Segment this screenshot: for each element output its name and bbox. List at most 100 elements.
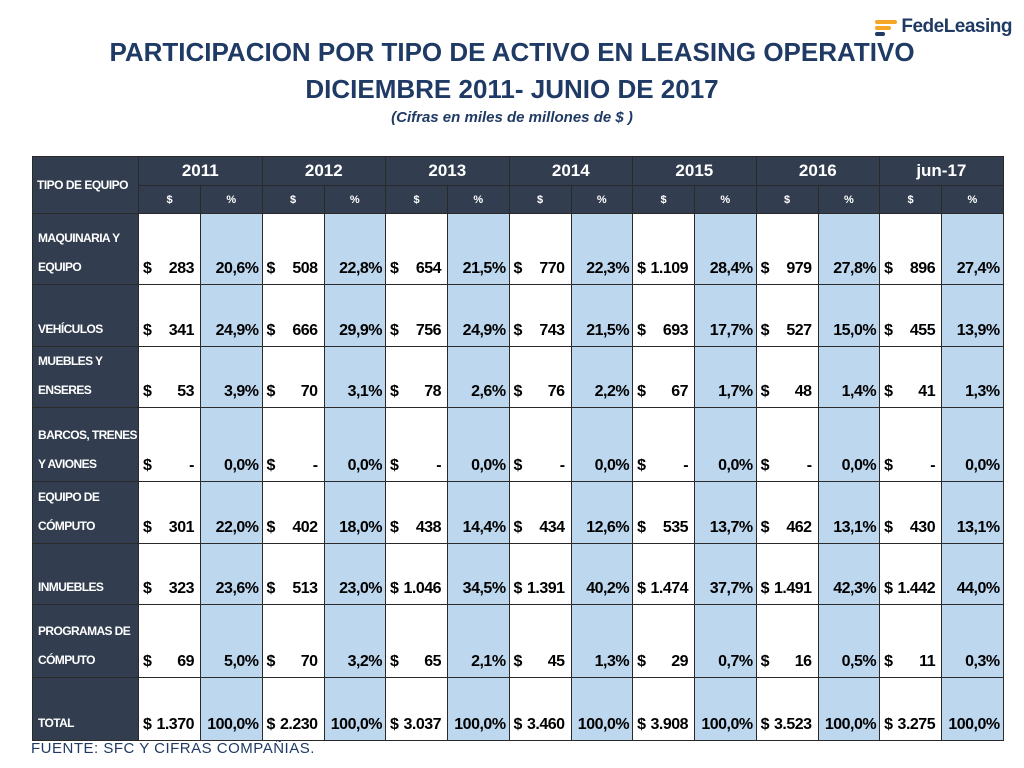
amount-cell: $3.460: [508, 677, 572, 741]
amount-cell: $979: [755, 213, 819, 285]
amount-cell: $513: [261, 543, 325, 605]
amount-cell: $70: [261, 346, 325, 408]
percent-cell: 1,3%: [941, 346, 1004, 408]
currency-symbol: $: [884, 260, 893, 277]
percent-cell: 27,4%: [941, 213, 1004, 285]
amount-cell: $896: [879, 213, 943, 285]
percent-cell: 21,5%: [570, 284, 634, 347]
header-row-sub: $% $% $% $% $% $% $%: [33, 185, 1004, 214]
amount-value: -: [683, 457, 689, 474]
percent-cell: 22,8%: [323, 213, 387, 285]
amount-cell: $48: [755, 346, 819, 408]
currency-symbol: $: [884, 519, 893, 536]
amount-value: 743: [539, 322, 565, 339]
percent-cell: 24,9%: [200, 284, 263, 347]
leasing-table: TIPO DE EQUIPO 2011 2012 2013 2014 2015 2016 j…: [32, 156, 1004, 741]
percent-cell: 40,2%: [570, 543, 634, 605]
amount-value: 1.474: [650, 580, 689, 597]
amount-value: 455: [909, 322, 936, 339]
amount-value: 2.230: [279, 716, 318, 733]
amount-value: 283: [168, 260, 195, 277]
amount-value: 53: [177, 383, 194, 400]
percent-cell: 0,7%: [694, 604, 757, 678]
amount-cell: $ -: [385, 407, 449, 482]
percent-cell: 0,0%: [323, 407, 387, 482]
amount-cell: $508: [261, 213, 325, 285]
amount-value: 896: [909, 260, 936, 277]
header-row-years: TIPO DE EQUIPO 2011 2012 2013 2014 2015 2016 j…: [32, 156, 1004, 214]
percent-cell: 0,0%: [200, 407, 263, 482]
amount-cell: $1.370: [138, 677, 201, 741]
amount-cell: $462: [755, 481, 819, 544]
amount-cell: $76: [508, 346, 572, 408]
percent-cell: 17,7%: [694, 284, 757, 347]
amount-value: 1.442: [897, 580, 936, 597]
amount-cell: $434: [508, 481, 572, 544]
amount-value: 1.370: [156, 716, 194, 733]
row-label: EQUIPO DE CÓMPUTO: [32, 481, 139, 544]
amount-cell: $ -: [508, 407, 572, 482]
percent-subheader: %: [323, 185, 387, 214]
percent-cell: 37,7%: [694, 543, 757, 605]
title-line-1: PARTICIPACION POR TIPO DE ACTIVO EN LEAS…: [109, 37, 915, 67]
amount-cell: $527: [755, 284, 819, 347]
percent-cell: 100,0%: [817, 677, 881, 741]
percent-subheader: %: [200, 185, 263, 214]
currency-symbol: $: [266, 457, 276, 474]
amount-cell: $301: [138, 481, 201, 544]
amount-cell: $3.275: [879, 677, 943, 741]
year-header: 2014: [508, 156, 634, 186]
amount-cell: $ -: [261, 407, 325, 482]
percent-cell: 22,3%: [570, 213, 634, 285]
percent-cell: 3,9%: [200, 346, 263, 408]
percent-cell: 21,5%: [447, 213, 510, 285]
currency-symbol: $: [637, 580, 646, 597]
amount-cell: $430: [879, 481, 943, 544]
amount-cell: $666: [261, 284, 325, 347]
percent-cell: 34,5%: [447, 543, 510, 605]
source-footer: FUENTE: SFC Y CIFRAS COMPAÑIAS.: [31, 740, 315, 757]
currency-symbol: $: [390, 580, 399, 597]
amount-value: 69: [177, 653, 194, 670]
currency-symbol: $: [513, 322, 523, 339]
amount-cell: $1.491: [755, 543, 819, 605]
row-label: MUEBLES Y ENSERES: [32, 346, 139, 408]
percent-cell: 100,0%: [323, 677, 387, 741]
currency-symbol: $: [760, 716, 770, 733]
amount-cell: $29: [632, 604, 696, 678]
currency-symbol: $: [637, 519, 646, 536]
currency-symbol: $: [390, 519, 399, 536]
currency-symbol: $: [760, 322, 770, 339]
title-line-2: DICIEMBRE 2011- JUNIO DE 2017: [305, 74, 719, 104]
amount-cell: $ -: [879, 407, 943, 482]
table-row: VEHÍCULOS $341 24,9% $666 29,9% $756 24,9% $743…: [32, 284, 1004, 347]
amount-value: 70: [300, 383, 318, 400]
currency-symbol: $: [390, 653, 399, 670]
currency-symbol: $: [143, 260, 152, 277]
currency-symbol: $: [266, 519, 276, 536]
percent-cell: 1,7%: [694, 346, 757, 408]
percent-cell: 0,0%: [941, 407, 1004, 482]
amount-value: 41: [918, 383, 936, 400]
currency-symbol: $: [390, 383, 399, 400]
currency-symbol: $: [513, 457, 523, 474]
currency-symbol: $: [884, 383, 893, 400]
currency-symbol: $: [637, 716, 646, 733]
currency-symbol: $: [143, 580, 152, 597]
amount-value: 770: [539, 260, 565, 277]
amount-value: 438: [415, 519, 442, 536]
percent-cell: 0,3%: [941, 604, 1004, 678]
amount-value: -: [436, 457, 442, 474]
amount-cell: $1.046: [385, 543, 449, 605]
currency-symbol: $: [143, 322, 152, 339]
percent-subheader: %: [817, 185, 881, 214]
percent-subheader: %: [447, 185, 510, 214]
amount-value: 70: [300, 653, 318, 670]
currency-symbol: $: [390, 716, 399, 733]
percent-cell: 100,0%: [570, 677, 634, 741]
currency-symbol: $: [637, 260, 646, 277]
amount-value: 3.275: [897, 716, 936, 733]
currency-symbol: $: [760, 260, 770, 277]
currency-symbol: $: [760, 457, 770, 474]
amount-value: -: [559, 457, 565, 474]
